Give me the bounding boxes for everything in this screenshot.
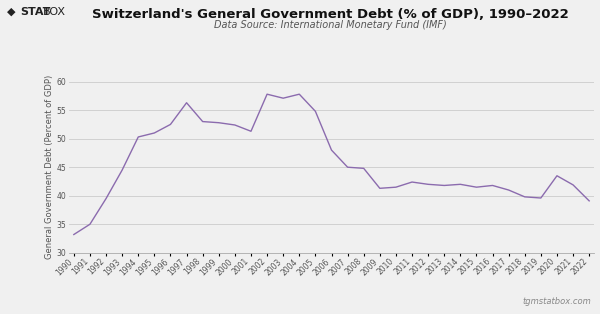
Text: STAT: STAT (20, 7, 51, 17)
Text: tgmstatbox.com: tgmstatbox.com (522, 297, 591, 306)
Text: Switzerland's General Government Debt (% of GDP), 1990–2022: Switzerland's General Government Debt (%… (92, 8, 568, 21)
Text: ◆: ◆ (7, 7, 16, 17)
Text: Data Source: International Monetary Fund (IMF): Data Source: International Monetary Fund… (214, 20, 446, 30)
Y-axis label: General Government Debt (Percent of GDP): General Government Debt (Percent of GDP) (44, 75, 53, 259)
Text: BOX: BOX (43, 7, 66, 17)
